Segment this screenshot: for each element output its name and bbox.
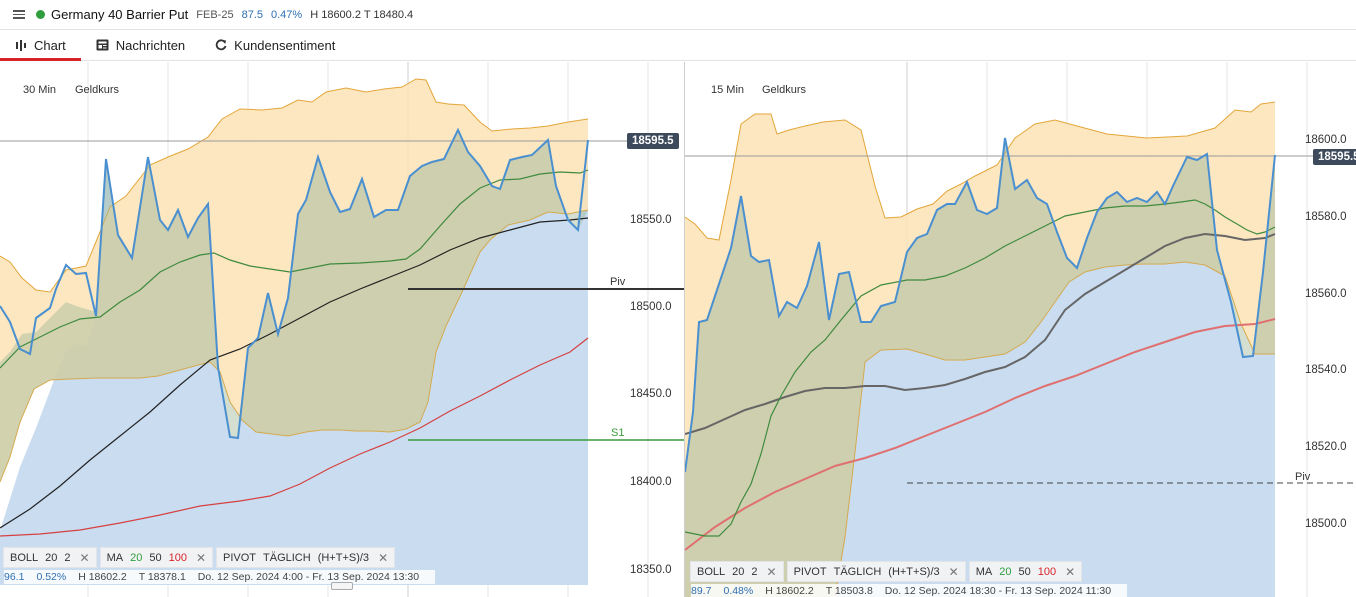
indicator-ma[interactable]: MA 20 50 100 ✕ [968, 561, 1083, 582]
y-axis-label: 18580.0 [1305, 211, 1347, 223]
indicator-param: 50 [149, 551, 162, 564]
ma50-line [0, 217, 589, 529]
price-type-label[interactable]: Geldkurs [762, 84, 807, 96]
close-icon[interactable]: ✕ [195, 550, 206, 565]
news-icon [96, 39, 109, 51]
ma100-line [0, 337, 589, 537]
y-axis-label: 18600.0 [1305, 134, 1347, 146]
tab-bar: Chart Nachrichten Kundensentiment [0, 30, 1356, 61]
indicator-param: 20 [45, 551, 58, 564]
stats-price: 96.1 [4, 571, 25, 583]
indicator-param: 100 [1037, 565, 1057, 578]
stats-high: H 18602.2 [78, 571, 127, 583]
last-price-tag: 18595.5 [627, 133, 679, 149]
stats-low: T 18503.8 [825, 585, 873, 597]
pivot-label: Piv [610, 276, 626, 288]
tab-news[interactable]: Nachrichten [81, 30, 200, 60]
refresh-icon [215, 39, 227, 51]
indicator-bar: BOLL 20 2 ✕ PIVOT TÄGLICH (H+T+S)/3 ✕ MA… [690, 561, 1083, 582]
indicator-name: PIVOT [223, 551, 257, 564]
y-axis-label: 18500.0 [630, 301, 672, 313]
instrument-header: Germany 40 Barrier Put FEB-25 87.5 0.47%… [0, 0, 1356, 30]
stats-pct: 0.52% [36, 571, 67, 583]
stats-high: H 18602.2 [765, 585, 814, 597]
indicator-param: 20 [130, 551, 143, 564]
stats-range: Do. 12 Sep. 2024 18:30 - Fr. 13 Sep. 202… [884, 585, 1112, 597]
tab-label: Nachrichten [115, 37, 186, 53]
indicator-pivot[interactable]: PIVOT TÄGLICH (H+T+S)/3 ✕ [786, 561, 966, 582]
instrument-change: 0.47% [271, 8, 303, 21]
indicator-param: TÄGLICH [833, 565, 882, 578]
indicator-param: (H+T+S)/3 [888, 565, 940, 578]
timeframe-label[interactable]: 15 Min [711, 84, 745, 96]
close-icon[interactable]: ✕ [79, 550, 90, 565]
indicator-name: PIVOT [793, 565, 827, 578]
chart-panel-30min[interactable]: 30 Min Geldkurs 18550.0 18500.0 18450.0 … [0, 62, 684, 597]
price-chart-15min[interactable] [685, 62, 1356, 597]
indicator-param: 20 [999, 565, 1012, 578]
tab-chart[interactable]: Chart [0, 30, 81, 61]
y-axis-label: 18560.0 [1305, 288, 1347, 300]
instrument-high-low: H 18600.2 T 18480.4 [310, 8, 414, 21]
chart-icon [15, 39, 27, 51]
y-axis-label: 18350.0 [630, 564, 672, 576]
indicator-bar: BOLL 20 2 ✕ MA 20 50 100 ✕ PIVOT TÄGLICH… [3, 547, 396, 568]
close-icon[interactable]: ✕ [766, 564, 777, 579]
chart-resize-handle[interactable] [331, 582, 353, 590]
indicator-ma[interactable]: MA 20 50 100 ✕ [99, 547, 213, 568]
menu-icon[interactable] [13, 10, 25, 19]
close-icon[interactable]: ✕ [948, 564, 959, 579]
stats-range: Do. 12 Sep. 2024 4:00 - Fr. 13 Sep. 2024… [197, 571, 420, 583]
indicator-param: 20 [732, 565, 745, 578]
instrument-name: Germany 40 Barrier Put [51, 7, 189, 22]
price-line [0, 127, 589, 440]
ma20-line [0, 169, 589, 369]
indicator-pivot[interactable]: PIVOT TÄGLICH (H+T+S)/3 ✕ [216, 547, 396, 568]
instrument-expiry: FEB-25 [196, 8, 234, 21]
indicator-param: 2 [751, 565, 758, 578]
last-price-tag: 18595.5 [1313, 149, 1356, 165]
y-axis-label: 18400.0 [630, 476, 672, 488]
stats-pct: 0.48% [723, 585, 754, 597]
bollinger-band [0, 79, 588, 482]
chart-stats: 96.1 0.52% H 18602.2 T 18378.1 Do. 12 Se… [4, 570, 436, 584]
close-icon[interactable]: ✕ [1065, 564, 1076, 579]
indicator-name: BOLL [697, 565, 726, 578]
indicator-param: TÄGLICH [263, 551, 311, 564]
y-axis-label: 18520.0 [1305, 441, 1347, 453]
indicator-boll[interactable]: BOLL 20 2 ✕ [690, 561, 784, 582]
market-status-dot [36, 10, 45, 19]
s1-label: S1 [611, 427, 625, 439]
y-axis-label: 18500.0 [1305, 518, 1347, 530]
timeframe-label[interactable]: 30 Min [23, 84, 57, 96]
instrument-price: 87.5 [241, 8, 263, 21]
price-chart-30min[interactable] [0, 62, 684, 597]
pivot-label: Piv [1295, 471, 1311, 483]
indicator-param: 2 [64, 551, 71, 564]
indicator-param: 100 [168, 551, 187, 564]
stats-price: 89.7 [691, 585, 712, 597]
indicator-name: MA [106, 551, 124, 564]
indicator-name: BOLL [10, 551, 39, 564]
stats-low: T 18378.1 [138, 571, 186, 583]
indicator-boll[interactable]: BOLL 20 2 ✕ [3, 547, 97, 568]
tab-label: Kundensentiment [234, 37, 336, 53]
tab-label: Chart [34, 37, 66, 53]
y-axis-label: 18550.0 [630, 214, 672, 226]
chart-stats: 89.7 0.48% H 18602.2 T 18503.8 Do. 12 Se… [691, 584, 1128, 597]
close-icon[interactable]: ✕ [378, 550, 389, 565]
y-axis-label: 18450.0 [630, 388, 672, 400]
indicator-param: 50 [1018, 565, 1031, 578]
indicator-param: (H+T+S)/3 [317, 551, 370, 564]
indicator-name: MA [975, 565, 993, 578]
price-type-label[interactable]: Geldkurs [75, 84, 120, 96]
y-axis-label: 18540.0 [1305, 364, 1347, 376]
tab-sentiment[interactable]: Kundensentiment [200, 30, 350, 60]
chart-panel-15min[interactable]: 15 Min Geldkurs 18600.0 18580.0 18560.0 … [684, 62, 1356, 597]
